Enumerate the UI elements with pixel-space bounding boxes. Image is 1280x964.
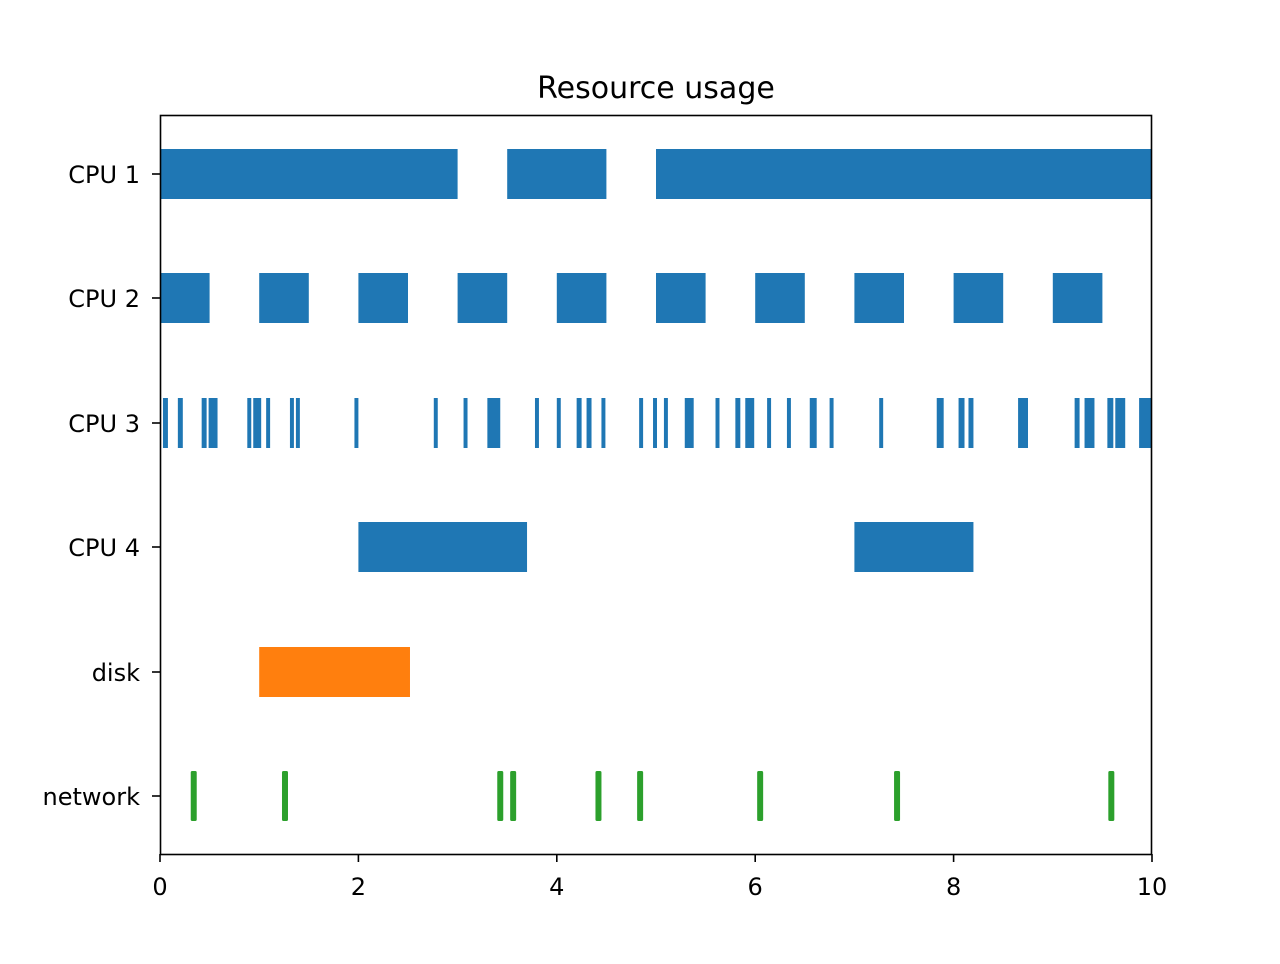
cpu-3-bar-3 <box>208 398 218 448</box>
cpu-2-bar-9 <box>1052 273 1103 323</box>
cpu-3-bar-33 <box>1018 398 1028 448</box>
x-tick-label-0: 0 <box>152 873 167 901</box>
cpu-3-bar-5 <box>253 398 262 448</box>
network-event-3 <box>510 771 517 821</box>
cpu-2-bar-1 <box>259 273 309 323</box>
y-tick-label-cpu-1: CPU 1 <box>68 161 140 189</box>
cpu-3-bar-22 <box>715 398 720 448</box>
cpu-3-bar-2 <box>201 398 207 448</box>
x-tick-label-6: 6 <box>748 873 763 901</box>
cpu-3-bar-26 <box>786 398 791 448</box>
cpu-3-bar-32 <box>968 398 974 448</box>
cpu-3-bar-12 <box>487 398 501 448</box>
cpu-3-bar-19 <box>653 398 657 448</box>
cpu-3-bar-0 <box>162 398 168 448</box>
cpu-3-bar-36 <box>1107 398 1114 448</box>
x-tick-label-10: 10 <box>1137 873 1168 901</box>
network-event-6 <box>757 771 764 821</box>
x-tick-label-2: 2 <box>351 873 366 901</box>
cpu-2-bar-0 <box>160 273 210 323</box>
disk-bar-0 <box>259 647 410 697</box>
cpu-2-bar-6 <box>755 273 805 323</box>
cpu-3-bar-28 <box>829 398 834 448</box>
bars-layer <box>160 149 1152 821</box>
axes-layer: CPU 1 CPU 2 CPU 3 CPU 4 disk network 0 2 4 6 8 10 <box>43 161 1168 901</box>
cpu-3-bar-16 <box>586 398 592 448</box>
network-event-2 <box>497 771 504 821</box>
cpu-1-bar-0 <box>160 149 458 199</box>
network-event-7 <box>894 771 901 821</box>
y-tick-label-cpu-3: CPU 3 <box>68 410 140 438</box>
cpu-3-bar-35 <box>1084 398 1095 448</box>
y-tick-label-cpu-2: CPU 2 <box>68 285 140 313</box>
y-tick-label-network: network <box>43 783 141 811</box>
cpu-3-bar-17 <box>601 398 606 448</box>
cpu-2-bar-5 <box>656 273 706 323</box>
cpu-3-bar-10 <box>433 398 438 448</box>
cpu-4-bar-0 <box>358 522 528 572</box>
cpu-3-bar-34 <box>1074 398 1080 448</box>
cpu-3-bar-1 <box>177 398 183 448</box>
cpu-3-bar-4 <box>247 398 252 448</box>
cpu-2-bar-4 <box>556 273 607 323</box>
cpu-4-bar-1 <box>854 522 974 572</box>
cpu-1-bar-2 <box>656 149 1152 199</box>
network-event-4 <box>595 771 602 821</box>
cpu-3-bar-13 <box>534 398 539 448</box>
cpu-2-bar-7 <box>854 273 904 323</box>
cpu-3-bar-27 <box>809 398 817 448</box>
cpu-3-bar-31 <box>958 398 965 448</box>
cpu-3-bar-23 <box>735 398 741 448</box>
network-event-5 <box>637 771 644 821</box>
cpu-1-bar-1 <box>507 149 607 199</box>
cpu-2-bar-3 <box>457 273 508 323</box>
cpu-3-bar-9 <box>354 398 359 448</box>
cpu-3-bar-8 <box>295 398 300 448</box>
y-tick-label-disk: disk <box>92 659 140 687</box>
chart-title: Resource usage <box>537 71 775 106</box>
cpu-3-bar-29 <box>879 398 884 448</box>
cpu-3-bar-38 <box>1139 398 1152 448</box>
cpu-3-bar-25 <box>767 398 772 448</box>
cpu-3-bar-15 <box>576 398 582 448</box>
y-tick-label-cpu-4: CPU 4 <box>68 534 140 562</box>
cpu-3-bar-6 <box>266 398 271 448</box>
network-event-1 <box>281 771 288 821</box>
cpu-3-bar-18 <box>639 398 644 448</box>
cpu-2-bar-2 <box>358 273 408 323</box>
cpu-3-bar-11 <box>463 398 468 448</box>
cpu-3-bar-24 <box>745 398 755 448</box>
cpu-3-bar-7 <box>289 398 294 448</box>
network-event-8 <box>1108 771 1115 821</box>
x-tick-label-8: 8 <box>946 873 961 901</box>
x-tick-label-4: 4 <box>549 873 564 901</box>
plot-frame <box>159 114 1153 856</box>
cpu-3-bar-30 <box>936 398 944 448</box>
cpu-3-bar-14 <box>556 398 561 448</box>
cpu-3-bar-21 <box>684 398 694 448</box>
cpu-2-bar-8 <box>953 273 1004 323</box>
network-event-0 <box>190 771 197 821</box>
cpu-3-bar-37 <box>1115 398 1126 448</box>
cpu-3-bar-20 <box>663 398 668 448</box>
